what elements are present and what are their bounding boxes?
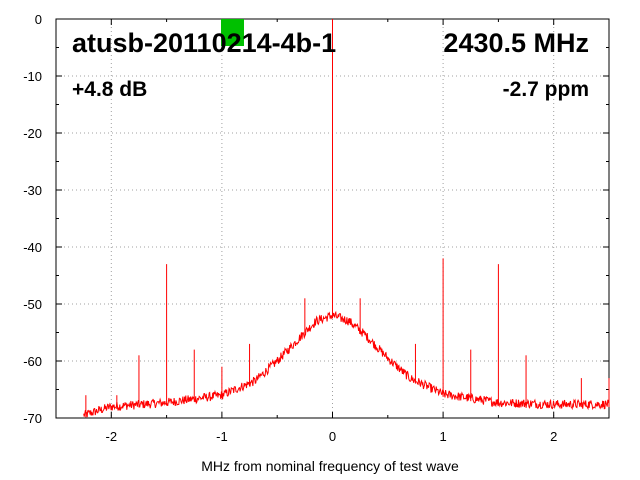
y-tick-label: -60 [23, 354, 42, 369]
y-tick-label: -20 [23, 126, 42, 141]
x-tick-label: 0 [329, 429, 336, 444]
green-marker [221, 19, 244, 46]
y-tick-label: 0 [35, 12, 42, 27]
y-tick-label: -70 [23, 411, 42, 426]
x-axis-label: MHz from nominal frequency of test wave [201, 458, 459, 474]
y-tick-label: -40 [23, 240, 42, 255]
spectrum-noise-line [83, 310, 610, 418]
device-label: atusb-20110214-4b-1 [72, 28, 336, 58]
y-tick-label: -30 [23, 183, 42, 198]
frequency-label: 2430.5 MHz [443, 28, 589, 58]
y-tick-label: -50 [23, 297, 42, 312]
y-tick-label: -10 [23, 69, 42, 84]
x-tick-label: -1 [216, 429, 228, 444]
x-axis: -2 -1 0 1 2 [55, 19, 610, 444]
x-tick-label: 1 [439, 429, 446, 444]
offset-label: -2.7 ppm [503, 78, 589, 101]
gain-label: +4.8 dB [72, 78, 147, 101]
y-axis: 0 -10 -20 -30 -40 -50 -60 -70 [23, 12, 609, 426]
x-tick-label: 2 [550, 429, 557, 444]
spectrum-spurs [85, 19, 610, 418]
x-tick-label: -2 [106, 429, 118, 444]
